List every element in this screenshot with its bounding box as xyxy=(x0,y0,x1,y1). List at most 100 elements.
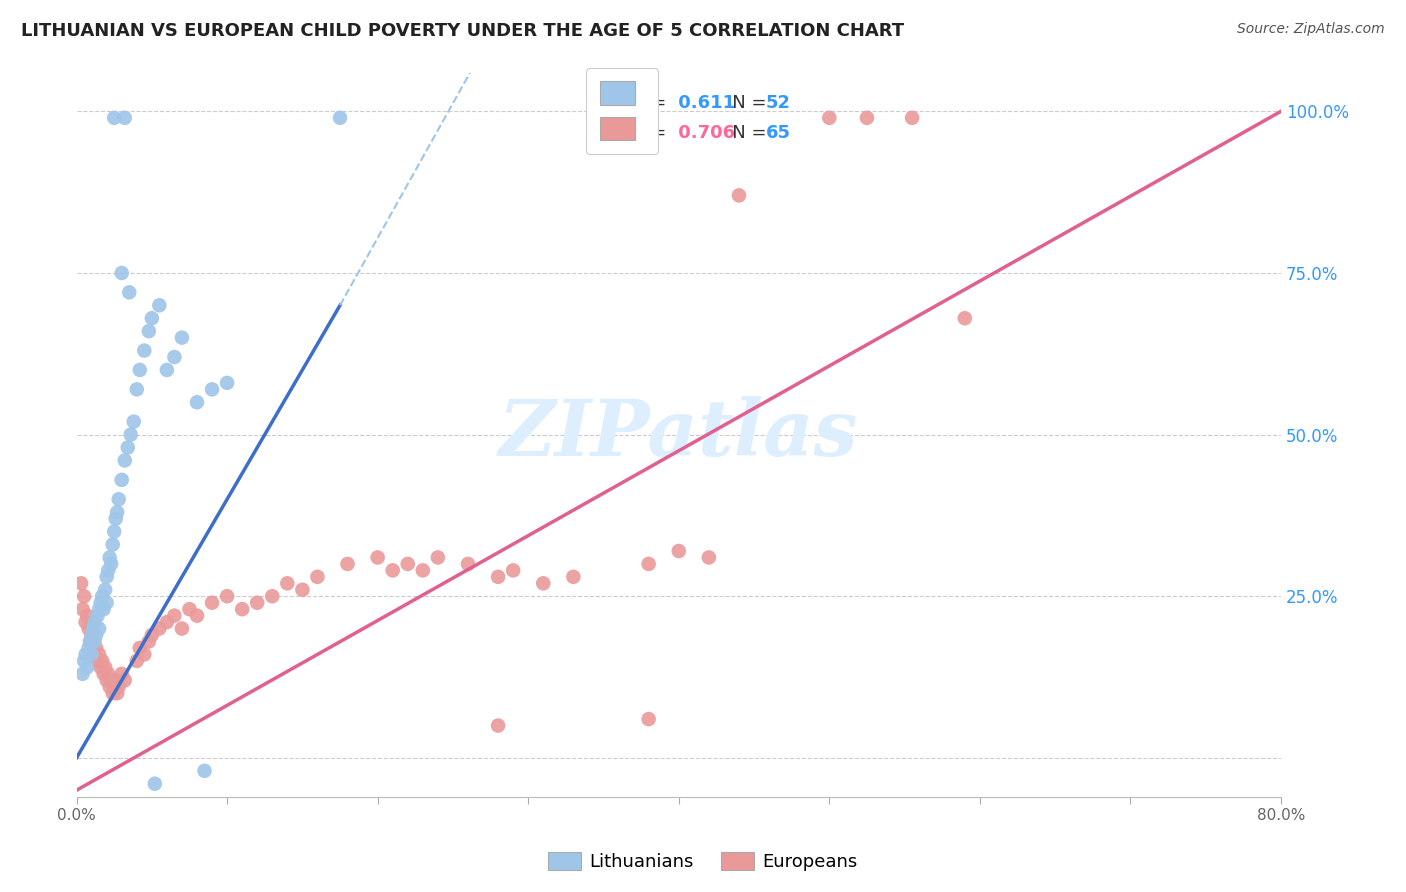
Point xyxy=(148,622,170,636)
Point xyxy=(82,622,104,636)
Point xyxy=(91,589,114,603)
Point xyxy=(107,492,129,507)
Point xyxy=(100,673,122,688)
Point xyxy=(117,441,139,455)
Point xyxy=(426,550,449,565)
Text: N =: N = xyxy=(714,124,772,143)
Point xyxy=(381,563,404,577)
Point xyxy=(179,602,201,616)
Point xyxy=(89,602,111,616)
Point xyxy=(80,648,103,662)
Point xyxy=(107,680,129,694)
Point xyxy=(128,363,150,377)
Text: LITHUANIAN VS EUROPEAN CHILD POVERTY UNDER THE AGE OF 5 CORRELATION CHART: LITHUANIAN VS EUROPEAN CHILD POVERTY UND… xyxy=(21,22,904,40)
Point xyxy=(163,350,186,364)
Point xyxy=(75,648,97,662)
Point xyxy=(100,557,122,571)
Point xyxy=(637,712,659,726)
Point xyxy=(502,563,524,577)
Point xyxy=(114,111,136,125)
Point xyxy=(96,673,118,688)
Point xyxy=(143,777,166,791)
Point xyxy=(134,648,156,662)
Point xyxy=(103,524,125,539)
Text: ZIPatlas: ZIPatlas xyxy=(499,396,859,473)
Point xyxy=(125,382,148,396)
Point xyxy=(94,582,117,597)
Point xyxy=(83,634,105,648)
Point xyxy=(111,266,134,280)
Point xyxy=(170,330,193,344)
Point xyxy=(84,628,107,642)
Point xyxy=(101,686,124,700)
Point xyxy=(156,363,179,377)
Point xyxy=(72,666,94,681)
Point xyxy=(77,640,100,655)
Point xyxy=(138,324,160,338)
Point xyxy=(90,660,112,674)
Legend: , : , xyxy=(586,68,658,154)
Point xyxy=(80,628,103,642)
Point xyxy=(531,576,554,591)
Text: N =: N = xyxy=(714,94,772,112)
Point xyxy=(97,666,120,681)
Point xyxy=(156,615,179,629)
Point xyxy=(72,602,94,616)
Point xyxy=(217,376,239,390)
Point xyxy=(141,311,163,326)
Point xyxy=(86,654,108,668)
Point xyxy=(97,563,120,577)
Point xyxy=(76,660,98,674)
Point xyxy=(82,640,104,655)
Point xyxy=(111,473,134,487)
Point xyxy=(141,628,163,642)
Point xyxy=(697,550,720,565)
Point xyxy=(104,511,127,525)
Point xyxy=(104,673,127,688)
Point xyxy=(412,563,434,577)
Point xyxy=(138,634,160,648)
Point xyxy=(457,557,479,571)
Point xyxy=(307,570,329,584)
Point xyxy=(125,654,148,668)
Point xyxy=(103,680,125,694)
Point xyxy=(101,537,124,551)
Point xyxy=(73,589,96,603)
Point xyxy=(80,628,103,642)
Point xyxy=(103,111,125,125)
Point xyxy=(329,111,352,125)
Point xyxy=(79,634,101,648)
Point xyxy=(118,285,141,300)
Point xyxy=(262,589,284,603)
Text: R =: R = xyxy=(633,124,672,143)
Point xyxy=(486,718,509,732)
Point xyxy=(170,622,193,636)
Point xyxy=(120,427,142,442)
Point xyxy=(186,395,208,409)
Point xyxy=(276,576,298,591)
Point xyxy=(186,608,208,623)
Point xyxy=(148,298,170,312)
Point xyxy=(84,640,107,655)
Point xyxy=(83,648,105,662)
Point xyxy=(901,111,924,125)
Point xyxy=(70,576,93,591)
Point xyxy=(291,582,314,597)
Text: Source: ZipAtlas.com: Source: ZipAtlas.com xyxy=(1237,22,1385,37)
Point xyxy=(77,622,100,636)
Point xyxy=(336,557,359,571)
Point xyxy=(728,188,751,202)
Point xyxy=(201,382,224,396)
Point xyxy=(486,570,509,584)
Point xyxy=(818,111,841,125)
Text: 52: 52 xyxy=(765,94,790,112)
Point xyxy=(217,589,239,603)
Point xyxy=(91,654,114,668)
Text: 0.706: 0.706 xyxy=(672,124,735,143)
Point xyxy=(89,648,111,662)
Point xyxy=(79,634,101,648)
Point xyxy=(98,680,121,694)
Point xyxy=(367,550,389,565)
Point xyxy=(396,557,419,571)
Text: 0.611: 0.611 xyxy=(672,94,735,112)
